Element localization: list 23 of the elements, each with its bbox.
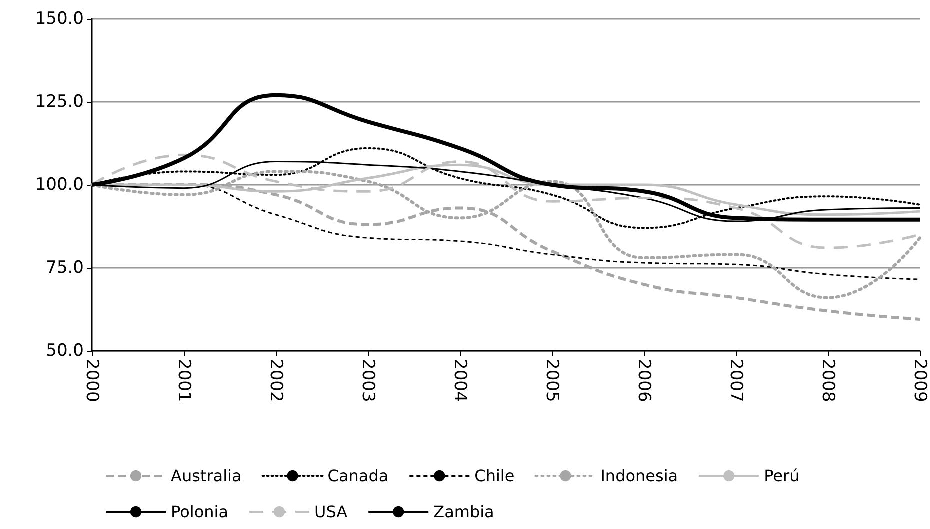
x-tick-label: 2000 bbox=[82, 359, 102, 402]
x-tick-label: 2004 bbox=[450, 359, 470, 402]
y-tick-label: 100.0 bbox=[35, 175, 84, 195]
legend-label: Australia bbox=[171, 466, 242, 486]
x-tick-label: 2001 bbox=[174, 359, 194, 402]
legend-label: Indonesia bbox=[600, 466, 678, 486]
y-tick-label: 50.0 bbox=[46, 341, 84, 361]
x-tick-label: 2007 bbox=[726, 359, 746, 402]
legend-label: USA bbox=[314, 502, 348, 522]
x-tick-label: 2006 bbox=[634, 359, 654, 402]
legend-label: Zambia bbox=[434, 502, 494, 522]
x-tick-label: 2008 bbox=[818, 359, 838, 402]
legend-label: Chile bbox=[474, 466, 515, 486]
y-tick-label: 75.0 bbox=[46, 258, 84, 278]
legend-label: Canada bbox=[328, 466, 389, 486]
legend-label: Perú bbox=[764, 466, 800, 486]
x-tick-label: 2002 bbox=[266, 359, 286, 402]
y-tick-label: 150.0 bbox=[35, 9, 84, 29]
y-tick-label: 125.0 bbox=[35, 92, 84, 112]
x-tick-label: 2003 bbox=[358, 359, 378, 402]
x-tick-label: 2009 bbox=[910, 359, 930, 402]
legend-label: Polonia bbox=[171, 502, 228, 522]
x-tick-label: 2005 bbox=[542, 359, 562, 402]
